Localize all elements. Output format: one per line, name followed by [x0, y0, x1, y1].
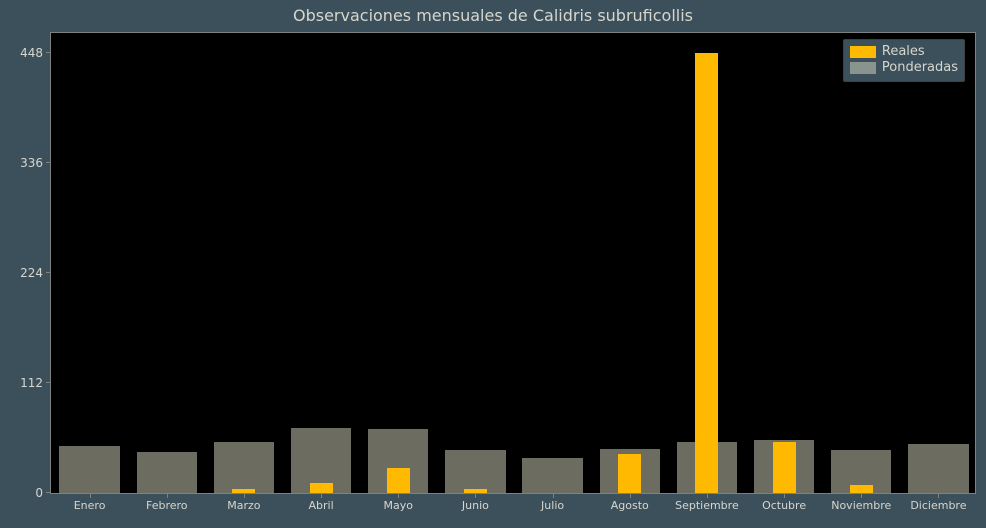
x-tick-mark — [938, 493, 939, 498]
bar-ponderadas — [59, 446, 119, 493]
legend-label: Ponderadas — [882, 60, 958, 76]
x-tick-mark — [244, 493, 245, 498]
y-tick-mark — [46, 382, 51, 383]
legend-item: Reales — [850, 44, 958, 60]
y-tick-label: 0 — [35, 486, 51, 500]
y-tick-mark — [46, 162, 51, 163]
bar-reales — [773, 442, 796, 493]
bar-ponderadas — [214, 442, 274, 493]
bar-reales — [618, 454, 641, 493]
bar-ponderadas — [908, 444, 968, 493]
bar-reales — [850, 485, 873, 493]
y-tick-mark — [46, 492, 51, 493]
bar-ponderadas — [445, 450, 505, 493]
legend-label: Reales — [882, 44, 925, 60]
bar-reales — [387, 468, 410, 493]
bar-reales — [695, 53, 718, 493]
y-tick-label: 112 — [20, 376, 51, 390]
bar-reales — [310, 483, 333, 493]
y-tick-label: 336 — [20, 156, 51, 170]
x-tick-mark — [90, 493, 91, 498]
x-tick-mark — [707, 493, 708, 498]
figure: Observaciones mensuales de Calidris subr… — [0, 0, 986, 528]
x-tick-mark — [784, 493, 785, 498]
legend-swatch — [850, 62, 876, 74]
x-tick-mark — [475, 493, 476, 498]
x-tick-mark — [553, 493, 554, 498]
legend: RealesPonderadas — [843, 39, 965, 82]
legend-item: Ponderadas — [850, 60, 958, 76]
plot-area: 0112224336448 EneroFebreroMarzoAbrilMayo… — [50, 32, 976, 494]
x-tick-mark — [630, 493, 631, 498]
bar-ponderadas — [137, 452, 197, 493]
y-tick-mark — [46, 272, 51, 273]
x-tick-mark — [398, 493, 399, 498]
chart-title: Observaciones mensuales de Calidris subr… — [0, 6, 986, 25]
x-tick-mark — [167, 493, 168, 498]
x-tick-mark — [321, 493, 322, 498]
y-tick-label: 224 — [20, 266, 51, 280]
y-tick-mark — [46, 52, 51, 53]
x-tick-mark — [861, 493, 862, 498]
y-tick-label: 448 — [20, 46, 51, 60]
legend-swatch — [850, 46, 876, 58]
bar-ponderadas — [522, 458, 582, 493]
